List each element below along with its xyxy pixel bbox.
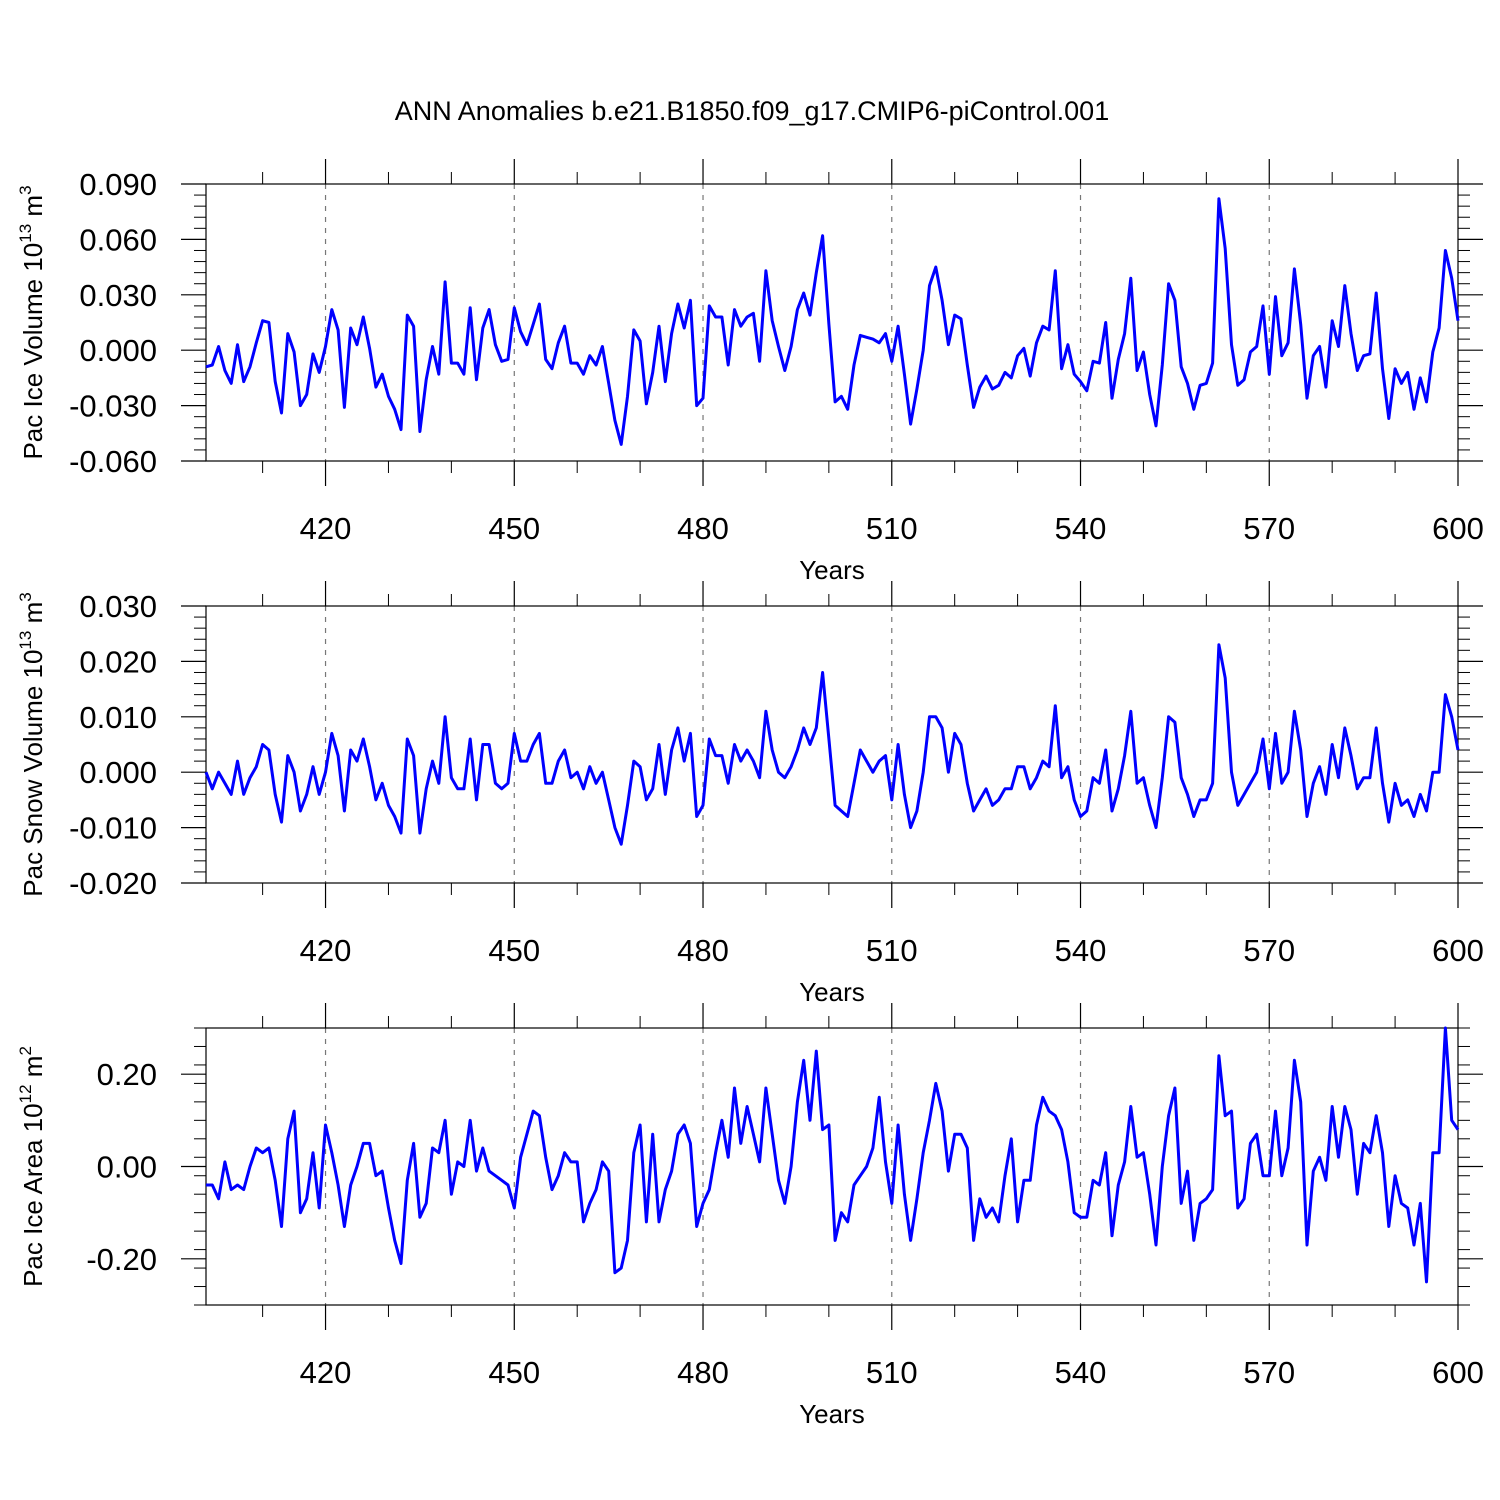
y-tick-label: 0.20	[97, 1057, 157, 1092]
panel-1: 420 450 480 510 540 570 600 0.090 0.060 0.030 0.00…	[16, 159, 1484, 585]
x-tick-label: 540	[1055, 1355, 1107, 1390]
y-axis-title-part: 13	[16, 224, 35, 243]
y-axis-title: Pac Ice Area 1012 m2	[16, 1046, 48, 1287]
x-tick-label: 510	[866, 1355, 918, 1390]
series-line	[206, 1026, 1460, 1284]
chart-title: ANN Anomalies b.e21.B1850.f09_g17.CMIP6-…	[395, 96, 1109, 126]
plot-frame	[205, 183, 1459, 462]
x-tick-label: 420	[300, 1355, 352, 1390]
x-tick-label: 450	[488, 933, 540, 968]
y-tick-label: -0.020	[69, 866, 157, 901]
y-axis-title-part: m	[18, 195, 48, 224]
y-axis-title-part: m	[18, 602, 48, 631]
x-tick-label: 570	[1243, 1355, 1295, 1390]
x-axis-title: Years	[799, 1399, 865, 1429]
y-axis-title-part: m	[18, 1056, 48, 1085]
y-tick-label: -0.010	[69, 811, 157, 846]
y-tick-label: -0.060	[69, 444, 157, 479]
chart-panels: 420 450 480 510 540 570 600 0.090 0.060 0.030 0.00…	[16, 159, 1484, 1429]
y-tick-label: -0.20	[86, 1242, 157, 1277]
y-axis-title: Pac Ice Volume 1013 m3	[16, 185, 48, 459]
plot-frame	[205, 1027, 1459, 1306]
y-axis-title-part: 2	[16, 1046, 35, 1055]
x-tick-label: 600	[1432, 1355, 1484, 1390]
y-tick-label: 0.00	[97, 1150, 157, 1185]
x-tick-label: 420	[300, 933, 352, 968]
x-tick-label: 510	[866, 511, 918, 546]
x-tick-label: 600	[1432, 511, 1484, 546]
y-axis-title-part: Pac Ice Area 10	[18, 1103, 48, 1287]
x-tick-label: 570	[1243, 511, 1295, 546]
y-axis-title-part: Pac Snow Volume 10	[18, 650, 48, 897]
series-line	[204, 643, 1460, 846]
x-tick-label: 570	[1243, 933, 1295, 968]
x-axis-title: Years	[799, 555, 865, 585]
y-tick-label: 0.000	[79, 755, 157, 790]
y-axis-title-part: Pac Ice Volume 10	[18, 243, 48, 460]
y-tick-label: 0.030	[79, 278, 157, 313]
y-tick-label: 0.010	[79, 700, 157, 735]
y-axis-title: Pac Snow Volume 1013 m3	[16, 592, 48, 896]
y-axis-title-part: 3	[16, 592, 35, 601]
y-tick-label: -0.030	[69, 389, 157, 424]
y-tick-label: 0.030	[79, 589, 157, 624]
x-tick-label: 540	[1055, 933, 1107, 968]
x-tick-label: 480	[677, 511, 729, 546]
x-tick-label: 510	[866, 933, 918, 968]
x-tick-label: 420	[300, 511, 352, 546]
x-tick-label: 540	[1055, 511, 1107, 546]
x-axis-title: Years	[799, 977, 865, 1007]
y-axis-title-part: 13	[16, 631, 35, 650]
series-line	[205, 197, 1460, 446]
y-axis-title-part: 3	[16, 185, 35, 194]
y-axis-title-part: 12	[16, 1084, 35, 1103]
panel-2: 420 450 480 510 540 570 600 0.030 0.020 0.010 0.00…	[16, 581, 1484, 1007]
y-tick-label: 0.090	[79, 167, 157, 202]
plot-frame	[205, 605, 1459, 884]
panel-3: 420 450 480 510 540 570 600 0.20 0.00 -0.20 Years P…	[16, 1003, 1484, 1429]
y-tick-label: 0.060	[79, 222, 157, 257]
x-tick-label: 450	[488, 511, 540, 546]
y-tick-label: 0.000	[79, 333, 157, 368]
x-tick-label: 600	[1432, 933, 1484, 968]
y-tick-label: 0.020	[79, 644, 157, 679]
x-tick-label: 480	[677, 1355, 729, 1390]
x-tick-label: 480	[677, 933, 729, 968]
x-tick-label: 450	[488, 1355, 540, 1390]
